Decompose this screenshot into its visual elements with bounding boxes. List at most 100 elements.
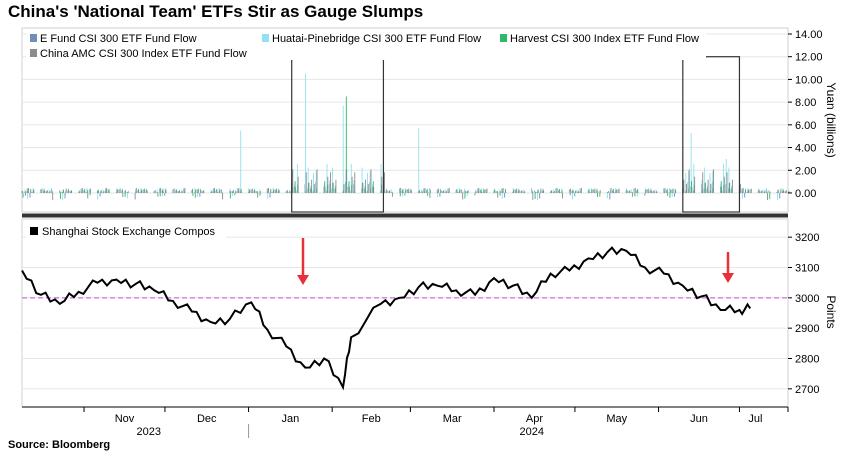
fund-flow-bar	[30, 191, 32, 193]
x-axis: Nov Dec Jan Feb Mar Apr May Jun Jul 2023 2024	[22, 406, 789, 438]
fund-flow-bar	[596, 189, 598, 193]
fund-flow-bar	[81, 187, 83, 193]
x-month-label: Feb	[362, 413, 381, 425]
fund-flow-bar	[126, 192, 128, 199]
fund-flow-bar	[531, 189, 533, 193]
fund-flow-bar	[52, 192, 54, 201]
fund-flow-bar	[645, 189, 647, 193]
fund-flow-bar	[672, 188, 674, 193]
fund-flow-bar	[712, 171, 714, 193]
fund-flow-bar	[162, 192, 163, 197]
fund-flow-bar	[651, 190, 652, 193]
fund-flow-bar	[725, 158, 727, 193]
fund-flow-bar	[97, 192, 99, 200]
fund-flow-bar	[89, 192, 91, 196]
bottom-panel: Shanghai Stock Exchange Compos 320031003…	[21, 218, 838, 408]
fund-flow-bar	[626, 190, 628, 193]
fund-flow-bar	[607, 192, 608, 199]
fund-flow-bar	[402, 191, 404, 193]
x-month-label: Nov	[115, 413, 135, 425]
fund-flow-bar	[666, 188, 668, 193]
fund-flow-bar	[477, 189, 479, 193]
fund-flow-bar	[367, 172, 368, 193]
fund-flow-bar	[108, 191, 110, 193]
fund-flow-bar	[742, 187, 744, 193]
fund-flow-bar	[229, 188, 231, 193]
fund-flow-bar	[106, 187, 108, 193]
fund-flow-bar	[29, 192, 31, 198]
fund-flow-bar	[408, 188, 410, 193]
fund-flow-bar	[296, 163, 298, 193]
legend-swatch	[500, 34, 507, 42]
fund-flow-bar	[172, 190, 174, 193]
fund-flow-bar	[572, 192, 573, 200]
fund-flow-bar	[203, 190, 205, 193]
fund-flow-bar	[540, 188, 542, 193]
x-month-label: Jul	[748, 413, 762, 425]
x-month-label: Mar	[443, 413, 462, 425]
fund-flow-bar	[354, 172, 356, 193]
fund-flow-bar	[135, 187, 137, 193]
fund-flow-bar	[259, 189, 261, 193]
fund-flow-bar	[84, 191, 86, 193]
fund-flow-bar	[27, 192, 29, 199]
fund-flow-bar	[214, 187, 215, 193]
fund-flow-bar	[569, 190, 571, 193]
fund-flow-bar	[750, 190, 751, 193]
fund-flow-bar	[502, 187, 504, 193]
fund-flow-bar	[690, 132, 692, 193]
fund-flow-bar	[235, 191, 237, 193]
fund-flow-bar	[156, 189, 158, 193]
fund-flow-bar	[562, 192, 563, 199]
fund-flow-bar	[297, 176, 299, 193]
fund-flow-bar	[531, 191, 533, 193]
fund-flow-bar	[229, 192, 231, 199]
fund-flow-bar	[65, 188, 67, 193]
fund-flow-bar	[405, 189, 407, 193]
legend-swatch	[30, 34, 37, 42]
fund-flow-bar	[599, 192, 601, 197]
x-month-label: Dec	[197, 413, 217, 425]
fund-flow-bar	[744, 192, 746, 198]
fund-flow-bar	[183, 189, 185, 193]
fund-flow-bar	[499, 191, 501, 193]
fund-flow-bar	[84, 188, 86, 193]
legend-swatch	[262, 34, 269, 42]
fund-flow-bar	[216, 188, 218, 193]
fund-flow-bar	[466, 192, 468, 197]
legend-label: China AMC CSI 300 Index ETF Fund Flow	[40, 48, 247, 60]
fund-flow-bar	[569, 192, 571, 196]
fund-flow-bar	[138, 188, 140, 193]
fund-flow-bar	[607, 191, 609, 193]
fund-flow-bar	[295, 187, 296, 193]
fund-flow-bar	[750, 188, 752, 193]
fund-flow-bar	[558, 188, 560, 193]
fund-flow-bar	[478, 187, 480, 193]
fund-flow-bar	[351, 176, 353, 193]
top-y-tick-label: 14.00	[795, 29, 823, 41]
fund-flow-bar	[307, 167, 309, 193]
fund-flow-bar	[731, 179, 733, 193]
fund-flow-bar	[278, 190, 280, 193]
x-month-label: Jun	[690, 413, 708, 425]
fund-flow-bar	[629, 190, 631, 193]
fund-flow-bar	[210, 189, 212, 193]
fund-flow-bar	[783, 190, 785, 193]
fund-flow-bar	[122, 192, 124, 198]
fund-flow-bar	[515, 190, 517, 193]
fund-flow-bar	[311, 179, 313, 193]
fund-flow-bar	[685, 172, 687, 193]
x-month-label: May	[606, 413, 627, 425]
fund-flow-bar	[570, 188, 572, 193]
fund-flow-bar	[232, 190, 234, 193]
fund-flow-bar	[761, 190, 763, 193]
bottom-y-tick-label: 2800	[795, 354, 819, 366]
fund-flow-bar	[68, 190, 70, 193]
fund-flow-bar	[634, 192, 636, 197]
fund-flow-bar	[726, 172, 728, 193]
fund-flow-bar	[373, 187, 375, 193]
fund-flow-bar	[446, 191, 447, 193]
fund-flow-bar	[675, 190, 677, 193]
fund-flow-bar	[480, 188, 482, 193]
fund-flow-bar	[346, 169, 348, 193]
